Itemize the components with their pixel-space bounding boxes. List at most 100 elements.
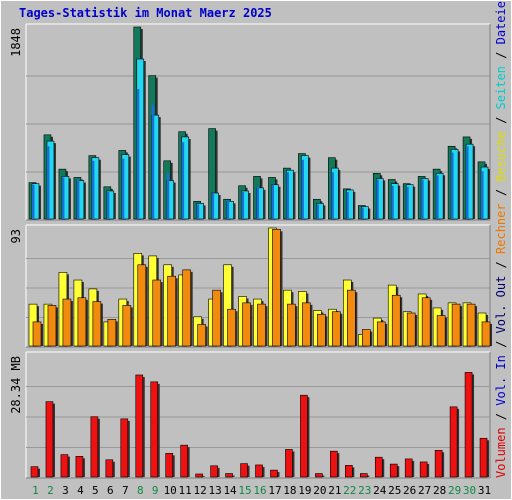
panel-top: 1848 <box>9 23 491 221</box>
x-tick-label-day: 9 <box>152 484 159 497</box>
bar-rechner-day-11 <box>182 269 191 347</box>
bar-rechner-day-19 <box>302 302 311 347</box>
x-tick-label-day: 29 <box>448 484 461 497</box>
x-tick-label-day: 5 <box>92 484 99 497</box>
bar-volumen-day-1 <box>30 466 39 478</box>
bar-rechner-day-1 <box>32 321 42 347</box>
bar-volumen-day-7 <box>120 418 129 478</box>
x-tick-label-day: 22 <box>343 484 356 497</box>
x-tick-label-day: 13 <box>208 484 221 497</box>
bar-rechner-day-31 <box>481 321 491 347</box>
x-tick-label-day: 23 <box>358 484 371 497</box>
bar-rechner-day-23 <box>361 329 371 347</box>
x-tick-label-day: 17 <box>268 484 281 497</box>
bar-volumen-day-13 <box>210 465 218 478</box>
x-tick-label-day: 24 <box>373 484 387 497</box>
right-legend-segment: Volumen <box>494 427 508 478</box>
bar-dateien-day-10 <box>166 173 170 219</box>
bar-rechner-day-24 <box>376 321 386 347</box>
bar-volumen-day-2 <box>45 401 54 478</box>
right-legend-segment: / <box>494 254 508 276</box>
x-axis-day-labels: 1 2 3 4 5 6 7 8 9 10 11 12 13 14 15 16 17 18 19 20 21 22 23 24 2… <box>32 484 491 497</box>
bar-rechner-day-14 <box>227 308 236 347</box>
bar-rechner-day-22 <box>347 289 356 347</box>
x-tick-label-day: 6 <box>107 484 114 497</box>
right-legend-segment: / <box>494 333 508 355</box>
bar-volumen-day-14 <box>225 473 233 478</box>
bar-rechner-day-28 <box>436 315 446 347</box>
bar-rechner-day-12 <box>197 324 206 347</box>
x-tick-label-day: 19 <box>298 484 311 497</box>
x-tick-label-day: 18 <box>283 484 296 497</box>
x-tick-label-day: 2 <box>47 484 54 497</box>
x-tick-label-day: 4 <box>77 484 84 497</box>
x-tick-label-day: 1 <box>32 484 39 497</box>
bar-volumen-day-18 <box>285 449 293 478</box>
x-tick-label-day: 12 <box>194 484 207 497</box>
bar-volumen-day-4 <box>75 456 84 478</box>
x-tick-label-day: 27 <box>418 484 431 497</box>
chart-title: Tages-Statistik im Monat Maerz 2025 <box>19 6 272 20</box>
bar-rechner-day-10 <box>167 275 177 347</box>
right-legend-segment: / <box>494 182 508 204</box>
bar-rechner-day-17 <box>272 228 281 347</box>
bar-volumen-day-27 <box>419 461 428 478</box>
bar-dateien-day-31 <box>481 171 484 219</box>
bar-volumen-day-16 <box>255 464 263 478</box>
panel-top-ymax-label: 1848 <box>9 28 23 57</box>
panel-bot-background <box>26 352 490 478</box>
bar-volumen-day-6 <box>105 459 114 478</box>
bar-rechner-day-5 <box>92 301 102 347</box>
bar-rechner-day-15 <box>242 302 251 347</box>
x-tick-label-day: 8 <box>137 484 144 497</box>
x-tick-label-day: 14 <box>223 484 237 497</box>
bar-dateien-day-13 <box>211 193 215 219</box>
bar-volumen-day-17 <box>270 469 278 478</box>
right-series-legend: Volumen / Vol. In / Vol. Out / Rechner /… <box>494 0 508 478</box>
bar-volumen-day-29 <box>449 406 458 478</box>
bar-dateien-day-4 <box>76 179 80 219</box>
bar-dateien-day-27 <box>421 179 424 219</box>
bar-volumen-day-3 <box>60 454 69 478</box>
bar-dateien-day-18 <box>286 172 289 219</box>
x-tick-label-day: 7 <box>122 484 129 497</box>
bar-dateien-day-20 <box>316 204 319 219</box>
bar-volumen-day-31 <box>479 437 488 478</box>
x-tick-label-day: 20 <box>313 484 326 497</box>
bar-dateien-day-9 <box>151 104 155 219</box>
bar-volumen-day-12 <box>195 473 203 478</box>
bar-dateien-day-1 <box>32 184 35 219</box>
x-tick-label-day: 26 <box>403 484 416 497</box>
bar-dateien-day-8 <box>136 89 140 219</box>
bar-rechner-day-3 <box>62 298 72 347</box>
bar-rechner-day-13 <box>212 289 221 347</box>
bar-dateien-day-19 <box>301 159 304 219</box>
right-legend-segment: Dateien <box>494 0 508 44</box>
right-legend-segment: Rechner <box>494 203 508 254</box>
x-tick-label-day: 11 <box>179 484 192 497</box>
right-legend-segment: Seiten <box>494 66 508 109</box>
bar-dateien-day-26 <box>406 186 409 219</box>
bar-dateien-day-12 <box>196 204 200 219</box>
bar-volumen-day-21 <box>330 450 338 478</box>
bar-rechner-day-4 <box>77 297 87 347</box>
panel-mid-ymax-label: 93 <box>9 229 23 243</box>
bar-volumen-day-5 <box>90 416 99 478</box>
bar-dateien-day-15 <box>241 191 245 219</box>
bar-dateien-day-6 <box>106 191 110 219</box>
panel-mid: 93 <box>9 224 493 348</box>
right-legend-segment: / <box>494 109 508 131</box>
bar-rechner-day-27 <box>421 297 431 347</box>
x-tick-label-day: 10 <box>164 484 177 497</box>
x-tick-label-day: 15 <box>238 484 251 497</box>
x-tick-label-day: 3 <box>62 484 69 497</box>
bar-dateien-day-25 <box>391 185 394 219</box>
bar-volumen-day-23 <box>359 473 368 478</box>
bar-volumen-day-24 <box>374 456 383 478</box>
bar-dateien-day-11 <box>181 142 185 219</box>
x-tick-label-day: 31 <box>478 484 491 497</box>
x-tick-label-day: 30 <box>463 484 476 497</box>
bar-dateien-day-3 <box>61 177 65 219</box>
bar-dateien-day-23 <box>361 207 364 219</box>
